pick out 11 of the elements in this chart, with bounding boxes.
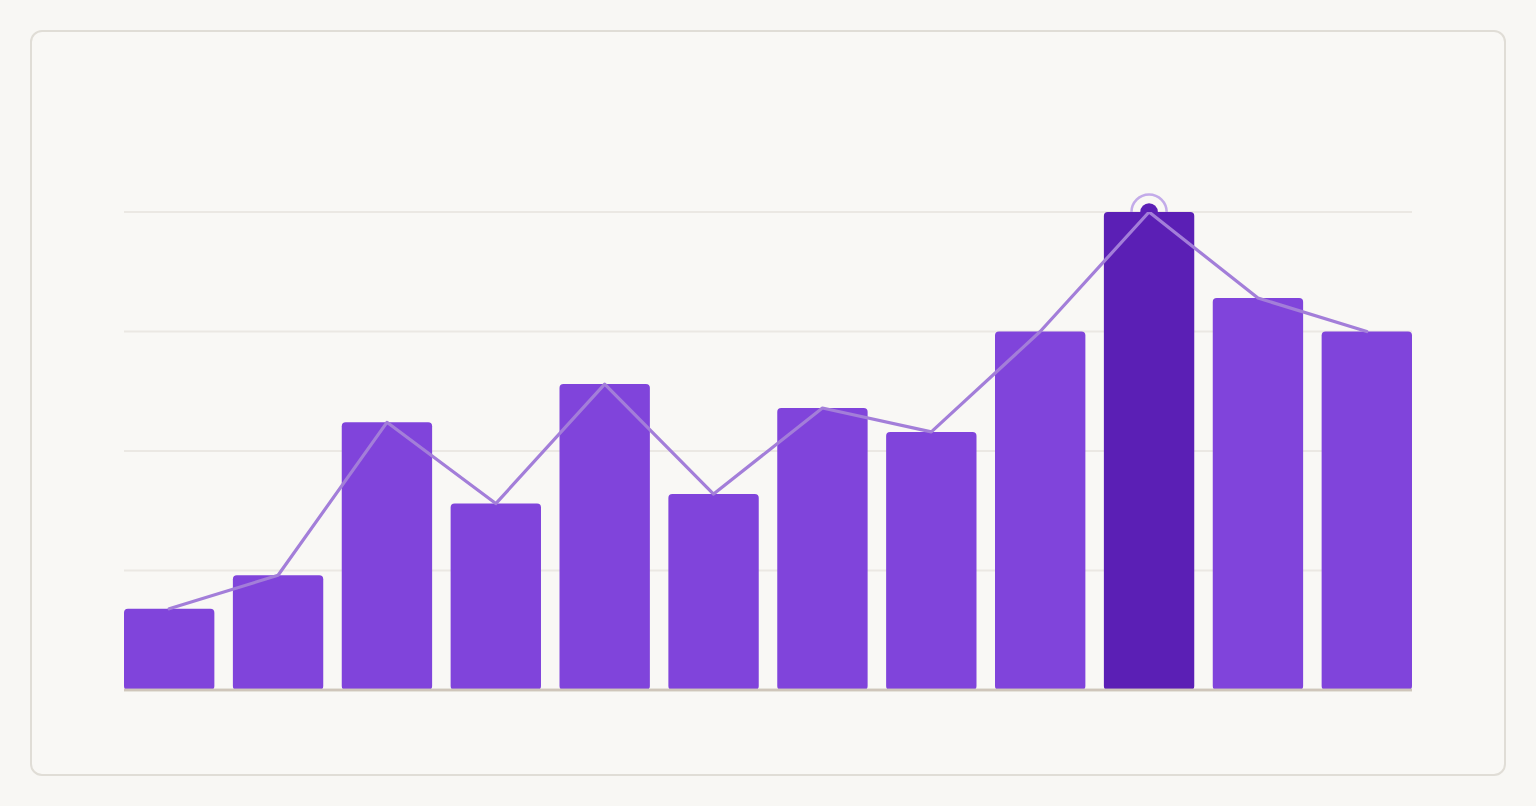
- bar: [341, 422, 433, 690]
- bar: [450, 503, 541, 690]
- bar: [124, 608, 215, 690]
- bar: [1321, 331, 1412, 690]
- bar: [668, 494, 759, 690]
- bar: [559, 384, 650, 690]
- bar: [232, 575, 324, 690]
- bar: [886, 431, 977, 690]
- bar: [1212, 298, 1304, 690]
- bar: [995, 331, 1086, 690]
- bar: [777, 407, 868, 690]
